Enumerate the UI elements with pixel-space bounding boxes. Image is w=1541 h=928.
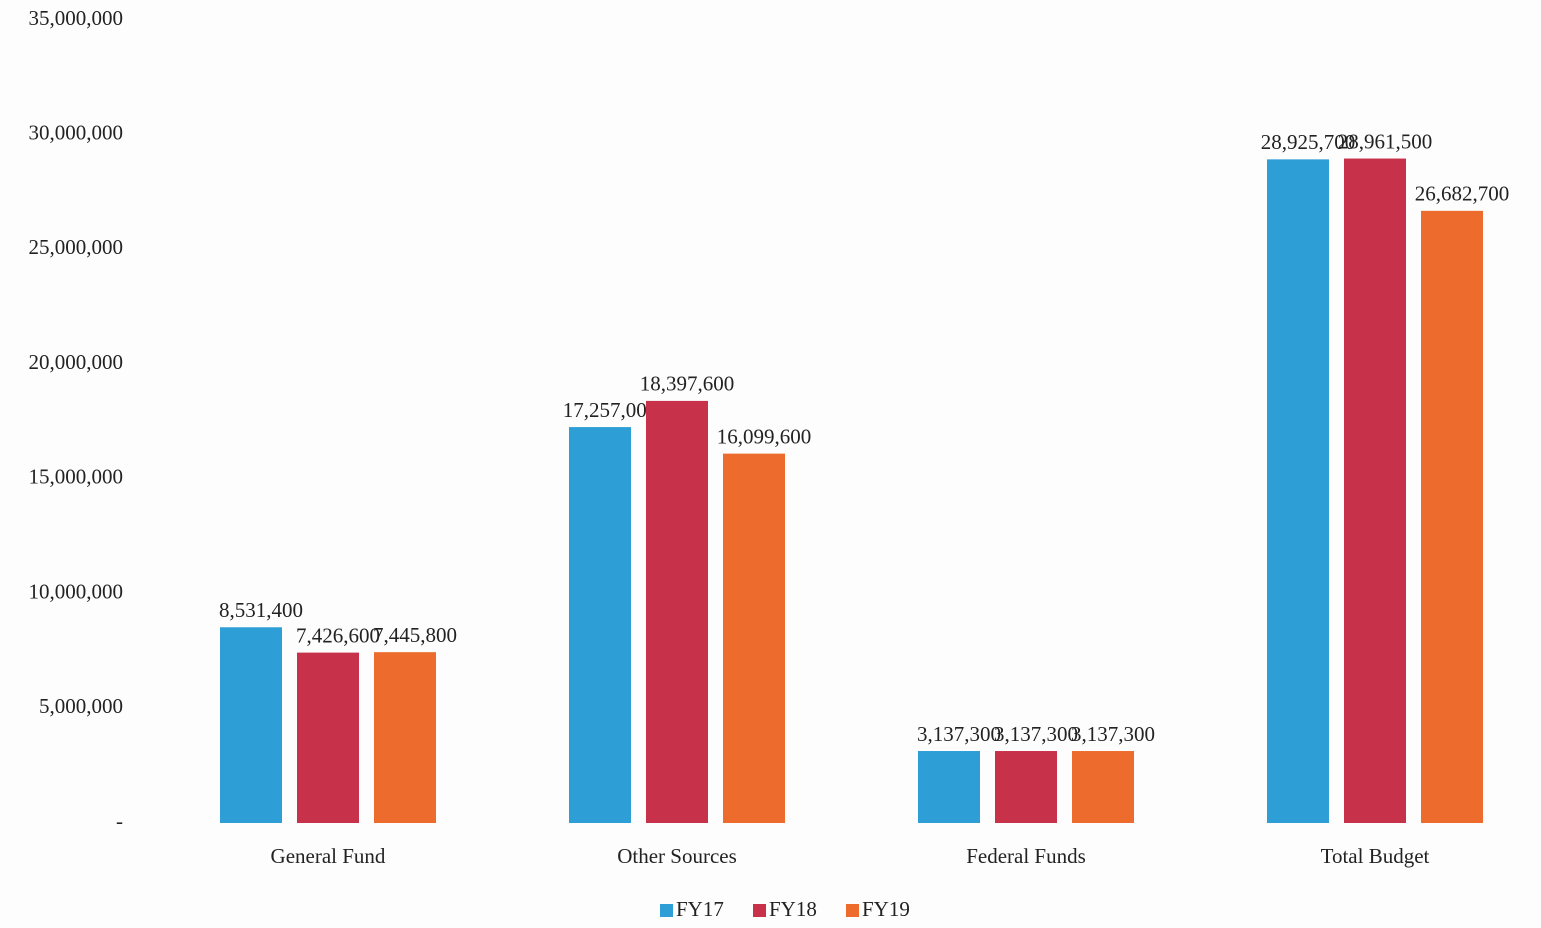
value-label: 3,137,300: [1071, 722, 1155, 746]
bar: [220, 627, 282, 823]
legend-label: FY18: [769, 897, 817, 921]
value-label: 26,682,700: [1415, 182, 1510, 206]
bar: [569, 427, 631, 823]
x-tick-label: Total Budget: [1321, 844, 1430, 868]
legend-swatch: [753, 904, 766, 917]
bar: [646, 400, 708, 823]
legend-swatch: [846, 904, 859, 917]
x-tick-label: General Fund: [271, 844, 386, 868]
y-tick-label: 20,000,000: [29, 350, 124, 374]
legend-swatch: [660, 904, 673, 917]
y-tick-label: 15,000,000: [29, 465, 124, 489]
y-tick-label: -: [116, 809, 123, 833]
y-tick-label: 10,000,000: [29, 579, 124, 603]
bar: [723, 453, 785, 823]
bar: [995, 751, 1057, 823]
y-tick-label: 30,000,000: [29, 121, 124, 145]
bar: [374, 652, 436, 823]
bar: [918, 751, 980, 823]
value-label: 28,961,500: [1338, 129, 1433, 153]
value-label: 17,257,000: [563, 398, 658, 422]
bar: [1344, 158, 1406, 824]
value-label: 16,099,600: [717, 424, 812, 448]
value-label: 7,426,600: [296, 623, 380, 647]
value-label: 8,531,400: [219, 598, 303, 622]
bar: [1072, 751, 1134, 823]
y-tick-label: 5,000,000: [39, 694, 123, 718]
value-label: 28,925,700: [1261, 130, 1356, 154]
value-label: 3,137,300: [917, 722, 1001, 746]
bar: [1421, 210, 1483, 823]
bar: [297, 652, 359, 823]
value-label: 7,445,800: [373, 623, 457, 647]
y-tick-label: 35,000,000: [29, 6, 124, 30]
value-label: 18,397,600: [640, 372, 735, 396]
x-tick-label: Other Sources: [617, 844, 737, 868]
y-tick-label: 25,000,000: [29, 235, 124, 259]
x-tick-label: Federal Funds: [966, 844, 1086, 868]
legend-label: FY19: [862, 897, 910, 921]
value-label: 3,137,300: [994, 722, 1078, 746]
legend-label: FY17: [676, 897, 724, 921]
bar: [1267, 159, 1329, 823]
